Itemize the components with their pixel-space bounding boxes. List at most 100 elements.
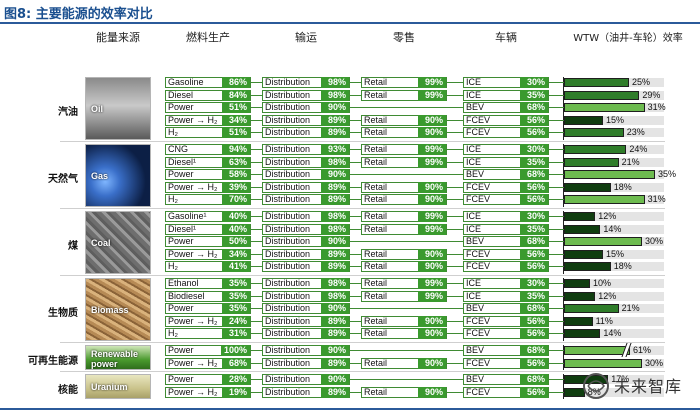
transport-cell-value: 98% — [321, 156, 349, 168]
wtw-value: 11% — [595, 315, 613, 326]
wtw-bar — [564, 358, 642, 368]
transport-cell-value: 89% — [321, 315, 349, 327]
connector — [447, 283, 463, 284]
fuel-cell: Gasoline 86% — [165, 77, 251, 88]
vehicle-cell: FCEV 56% — [463, 127, 549, 139]
wtw-value: 23% — [626, 127, 645, 138]
vehicle-cell-label: BEV — [466, 303, 485, 314]
transport-cell-label: Distribution — [265, 102, 311, 113]
fuel-cell-label: Ethanol — [168, 278, 199, 288]
fuel-cell-label: Power — [168, 102, 194, 113]
source-image-label: Coal — [91, 237, 111, 248]
wtw-value: 31% — [647, 194, 666, 205]
connector — [447, 82, 463, 83]
retail-cell-label: Retail — [364, 386, 388, 397]
fuel-cell-label: Gasoline — [168, 77, 204, 87]
connector — [350, 228, 361, 230]
wtw-value: 12% — [598, 290, 617, 301]
connector — [447, 228, 463, 230]
transport-cell-value: 89% — [321, 127, 349, 139]
source-label: 汽油 — [58, 106, 78, 118]
connector — [251, 362, 262, 364]
connector — [549, 186, 564, 188]
vehicle-cell: ICE 35% — [463, 223, 549, 235]
transport-cell-value: 89% — [321, 261, 349, 273]
transport-cell-label: Distribution — [265, 345, 311, 355]
source-label: 核能 — [58, 384, 78, 396]
wtw-bar — [564, 170, 655, 180]
vehicle-cell-value: 30% — [520, 278, 548, 289]
group-separator — [60, 275, 665, 276]
connector — [549, 82, 564, 83]
vehicle-cell-label: ICE — [466, 77, 482, 87]
vehicle-cell: ICE 30% — [463, 278, 549, 289]
transport-cell-label: Distribution — [265, 89, 311, 100]
vehicle-cell-value: 35% — [520, 156, 548, 168]
vehicle-cell-label: ICE — [466, 290, 482, 301]
fuel-cell: Power → H₂ 39% — [165, 181, 251, 193]
vehicle-cell-label: ICE — [466, 144, 482, 154]
transport-cell-value: 89% — [321, 328, 349, 340]
connector — [549, 295, 564, 297]
connector — [447, 119, 463, 121]
connector — [549, 149, 564, 150]
connector — [350, 132, 361, 134]
retail-cell-label: Retail — [364, 156, 388, 167]
connector — [251, 333, 262, 335]
vehicle-cell-value: 30% — [520, 77, 548, 88]
connector — [350, 362, 361, 364]
fuel-cell: Biodiesel 35% — [165, 290, 251, 302]
connector — [447, 295, 463, 297]
group-separator — [60, 371, 665, 373]
transport-cell-label: Distribution — [265, 236, 311, 247]
wtw-value: 21% — [621, 303, 640, 314]
transport-cell: Distribution 93% — [262, 144, 350, 155]
fuel-cell-value: 19% — [222, 386, 250, 398]
connector — [251, 161, 262, 163]
wtw-value: 15% — [606, 114, 625, 125]
wtw-bar-background — [564, 182, 664, 192]
retail-cell-label: Retail — [364, 315, 388, 326]
vehicle-cell-label: ICE — [466, 211, 482, 221]
fuel-cell: Diesel¹ 40% — [165, 223, 251, 235]
retail-cell-value: 90% — [418, 194, 446, 206]
wtw-value: 25% — [632, 77, 651, 87]
wtw-value: 30% — [645, 236, 664, 247]
fuel-cell-label: H₂ — [168, 194, 178, 205]
vehicle-cell-label: BEV — [466, 169, 485, 180]
fuel-cell: H₂ 41% — [165, 261, 251, 273]
vehicle-cell: BEV 68% — [463, 169, 549, 181]
connector — [251, 379, 262, 381]
fuel-cell-label: Power — [168, 345, 194, 355]
connector — [251, 241, 262, 243]
fuel-cell-label: Power — [168, 303, 194, 314]
connector — [350, 82, 361, 83]
vehicle-cell-value: 30% — [520, 144, 548, 155]
connector — [350, 94, 361, 96]
wtw-bar — [564, 182, 611, 192]
wtw-bar — [564, 262, 611, 272]
fuel-cell: Power 50% — [165, 236, 251, 248]
fuel-cell-value: 40% — [222, 211, 250, 222]
transport-cell-value: 90% — [321, 102, 349, 114]
retail-cell-value: 90% — [418, 127, 446, 139]
transport-cell: Distribution 89% — [262, 248, 350, 260]
fuel-cell: Gasoline¹ 40% — [165, 211, 251, 222]
connector — [251, 253, 262, 255]
fuel-cell-label: H₂ — [168, 127, 178, 138]
vehicle-cell: ICE 30% — [463, 211, 549, 222]
transport-cell-value: 98% — [321, 211, 349, 222]
fuel-cell-label: Diesel¹ — [168, 223, 197, 234]
source-label: 煤 — [68, 240, 78, 252]
transport-cell-value: 89% — [321, 357, 349, 369]
transport-cell-value: 89% — [321, 181, 349, 193]
header-fuel: 燃料生产 — [186, 31, 230, 44]
wtw-value: 21% — [621, 156, 640, 167]
retail-cell-value: 90% — [418, 181, 446, 193]
vehicle-cell-label: ICE — [466, 89, 482, 100]
vehicle-cell-label: ICE — [466, 156, 482, 167]
connector — [251, 350, 262, 351]
connector — [447, 333, 463, 335]
transport-cell-label: Distribution — [265, 211, 311, 221]
vehicle-cell: BEV 68% — [463, 236, 549, 248]
